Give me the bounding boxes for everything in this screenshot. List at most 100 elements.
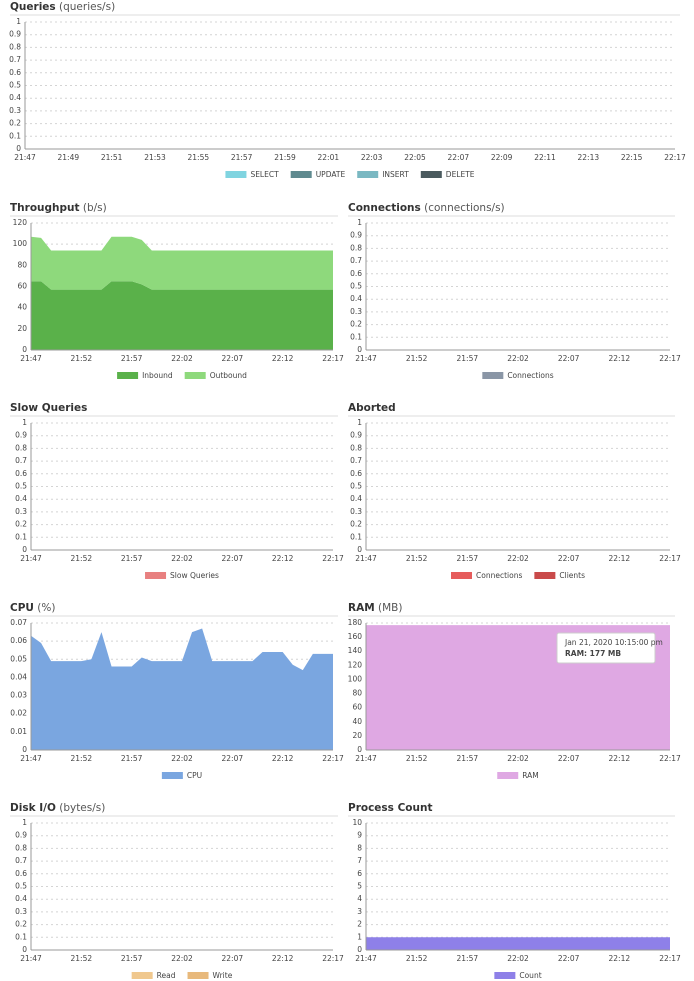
x-tick-label: 22:17 xyxy=(659,354,681,363)
x-tick-label: 22:07 xyxy=(558,354,580,363)
legend-swatch xyxy=(290,171,312,178)
y-tick-label: 4 xyxy=(357,894,362,903)
x-tick-label: 22:02 xyxy=(507,354,529,363)
legend-swatch xyxy=(161,772,183,779)
y-tick-label: 0.9 xyxy=(350,431,362,440)
y-tick-label: 0.8 xyxy=(350,243,362,252)
x-tick-label: 22:12 xyxy=(272,354,294,363)
y-tick-label: 1 xyxy=(22,818,27,827)
title-text: Queries xyxy=(10,1,56,13)
x-tick-label: 21:51 xyxy=(101,153,123,162)
y-tick-label: 0 xyxy=(357,945,362,954)
y-tick-label: 20 xyxy=(352,731,362,740)
y-tick-label: 60 xyxy=(352,703,362,712)
legend-label: Read xyxy=(157,971,176,980)
y-tick-label: 0.05 xyxy=(10,654,27,663)
x-tick-label: 21:52 xyxy=(71,554,93,563)
y-tick-label: 0.4 xyxy=(9,93,21,102)
x-tick-label: 22:02 xyxy=(171,754,193,763)
x-tick-label: 21:55 xyxy=(188,153,210,162)
y-tick-label: 80 xyxy=(17,260,27,269)
legend-swatch xyxy=(184,372,206,379)
y-tick-label: 180 xyxy=(348,618,363,627)
y-tick-label: 0.3 xyxy=(350,307,362,316)
x-tick-label: 21:47 xyxy=(20,354,42,363)
title-text: Process Count xyxy=(348,802,432,814)
y-tick-label: 0.8 xyxy=(15,443,27,452)
x-tick-label: 22:07 xyxy=(222,354,244,363)
y-tick-label: 0.3 xyxy=(350,507,362,516)
y-tick-label: 0 xyxy=(16,144,21,153)
y-tick-label: 0.8 xyxy=(15,843,27,852)
x-tick-label: 22:17 xyxy=(664,153,686,162)
legend-label: UPDATE xyxy=(316,170,346,179)
y-tick-label: 1 xyxy=(16,17,21,26)
legend: Connections Clients xyxy=(451,571,585,580)
x-tick-label: 21:52 xyxy=(71,754,93,763)
x-tick-label: 21:57 xyxy=(457,554,479,563)
y-tick-label: 40 xyxy=(17,303,27,312)
chart-panel: Slow Queries 0 0.1 0.2 0.3 0.4 0.5 0.6 0.7 0.8 0.9… xyxy=(10,402,344,580)
x-tick-label: 22:11 xyxy=(534,153,556,162)
legend-swatch xyxy=(357,171,379,178)
title-text: CPU xyxy=(10,602,34,614)
legend: CPU xyxy=(161,771,202,780)
chart-title: Connections (connections/s) xyxy=(348,202,505,214)
y-tick-label: 0.4 xyxy=(350,494,362,503)
chart-panel: CPU (%) 0 0.01 0.02 0.03 0.04 0.05 0.06 0.07 21:4… xyxy=(10,602,344,780)
y-tick-label: 0 xyxy=(357,345,362,354)
x-tick-label: 21:47 xyxy=(14,153,36,162)
legend-label: INSERT xyxy=(382,170,409,179)
x-tick-label: 21:52 xyxy=(406,954,428,963)
y-tick-label: 0.9 xyxy=(9,30,21,39)
x-tick-label: 22:02 xyxy=(171,354,193,363)
x-tick-label: 22:15 xyxy=(621,153,643,162)
title-text: Throughput xyxy=(10,202,80,214)
chart-title: Queries (queries/s) xyxy=(10,1,115,13)
x-tick-label: 22:07 xyxy=(222,554,244,563)
chart-title: Disk I/O (bytes/s) xyxy=(10,802,105,814)
x-tick-label: 22:12 xyxy=(272,554,294,563)
y-tick-label: 0.8 xyxy=(9,42,21,51)
y-tick-label: 0.6 xyxy=(15,869,27,878)
x-tick-label: 22:17 xyxy=(322,554,344,563)
legend: Inbound Outbound xyxy=(117,371,247,380)
y-tick-label: 0.6 xyxy=(350,469,362,478)
y-tick-label: 100 xyxy=(348,674,363,683)
x-tick-label: 22:07 xyxy=(222,954,244,963)
y-tick-label: 1 xyxy=(357,932,362,941)
y-tick-label: 0.1 xyxy=(350,332,362,341)
x-tick-label: 22:05 xyxy=(404,153,426,162)
legend-swatch xyxy=(534,572,556,579)
legend-swatch xyxy=(497,772,519,779)
legend-label: Outbound xyxy=(210,371,247,380)
area xyxy=(31,281,333,350)
title-unit: (MB) xyxy=(378,602,402,614)
x-tick-label: 22:17 xyxy=(322,354,344,363)
y-tick-label: 0.7 xyxy=(15,456,27,465)
x-tick-label: 22:12 xyxy=(609,754,631,763)
x-tick-label: 21:47 xyxy=(20,954,42,963)
x-tick-label: 21:57 xyxy=(457,354,479,363)
chart-panel: Aborted 0 0.1 0.2 0.3 0.4 0.5 0.6 0.7 0.8 0.9 1 21:4… xyxy=(348,402,681,580)
x-tick-label: 21:57 xyxy=(457,954,479,963)
chart-panel: RAM (MB) 0 20 40 60 80 100 120 140 160 180 21:47 21:… xyxy=(348,602,681,780)
x-tick-label: 22:07 xyxy=(558,754,580,763)
legend-label: Connections xyxy=(476,571,522,580)
x-tick-label: 21:52 xyxy=(71,354,93,363)
y-tick-label: 0.03 xyxy=(10,691,27,700)
x-tick-label: 22:17 xyxy=(659,754,681,763)
x-tick-label: 22:12 xyxy=(272,754,294,763)
title-unit: (queries/s) xyxy=(59,1,115,13)
x-tick-label: 21:47 xyxy=(355,354,377,363)
y-tick-label: 0.6 xyxy=(350,269,362,278)
y-tick-label: 0.4 xyxy=(15,894,27,903)
y-tick-label: 1 xyxy=(22,418,27,427)
y-tick-label: 0.1 xyxy=(15,932,27,941)
legend-label: Write xyxy=(213,971,233,980)
x-tick-label: 21:57 xyxy=(121,554,143,563)
legend: Read Write xyxy=(131,971,233,980)
tooltip-title: Jan 21, 2020 10:15:00 pm xyxy=(564,638,663,647)
legend: Count xyxy=(494,971,542,980)
